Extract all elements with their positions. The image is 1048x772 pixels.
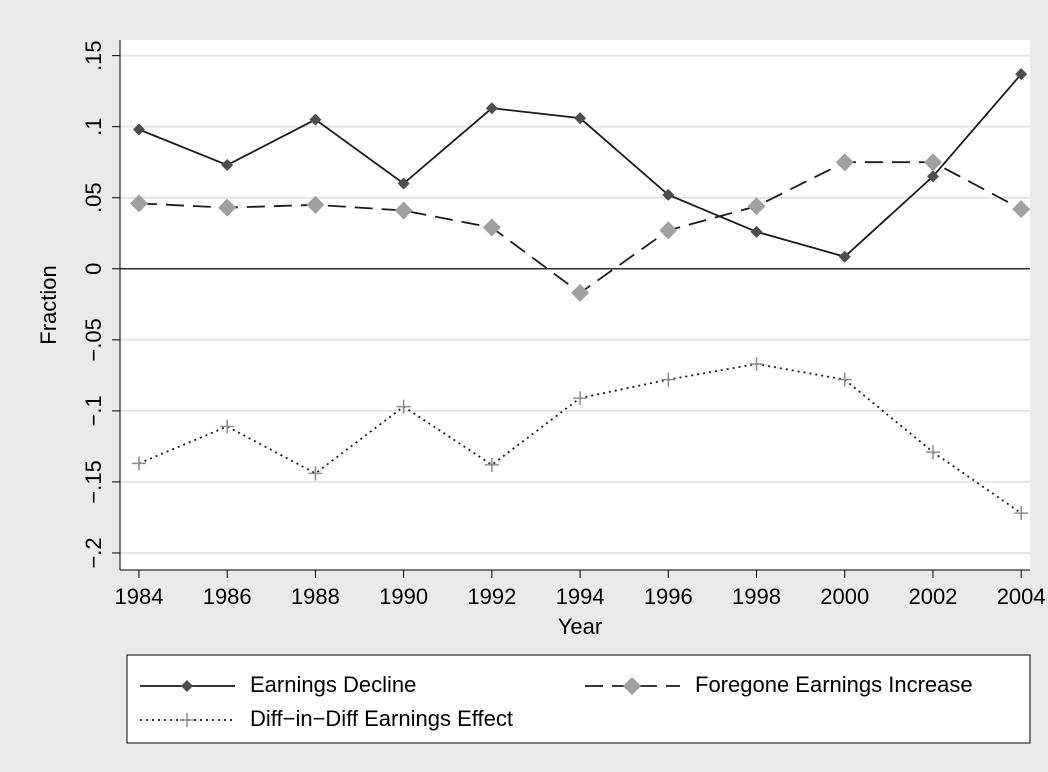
marker: [131, 456, 146, 471]
marker: [482, 218, 501, 237]
marker: [484, 457, 499, 472]
marker: [750, 225, 763, 238]
marker: [1015, 68, 1028, 81]
marker: [180, 713, 194, 727]
marker: [1014, 506, 1029, 521]
y-tick-label: −.15: [81, 460, 106, 503]
marker: [925, 445, 940, 460]
y-tick-label: .15: [81, 40, 106, 71]
marker: [747, 197, 766, 216]
marker: [308, 466, 323, 481]
y-tick-label: .05: [81, 182, 106, 213]
marker: [397, 177, 410, 190]
marker: [835, 153, 854, 172]
x-tick-label: 1984: [114, 584, 163, 609]
marker: [396, 399, 411, 414]
x-tick-label: 1990: [379, 584, 428, 609]
x-tick-label: 2004: [997, 584, 1046, 609]
marker: [574, 112, 587, 125]
y-axis-title: Fraction: [36, 265, 61, 344]
legend: [126, 654, 1031, 744]
y-tick-label: −.05: [81, 318, 106, 361]
marker: [571, 283, 590, 302]
legend-label: Earnings Decline: [250, 672, 416, 697]
marker: [1012, 200, 1031, 219]
marker: [837, 372, 852, 387]
marker: [132, 123, 145, 136]
marker: [573, 391, 588, 406]
y-tick-label: .1: [81, 117, 106, 135]
y-tick-label: −.2: [81, 537, 106, 568]
y-tick-label: −.1: [81, 395, 106, 426]
marker: [309, 113, 322, 126]
marker: [394, 201, 413, 220]
x-tick-label: 1998: [732, 584, 781, 609]
marker: [220, 419, 235, 434]
marker: [623, 677, 641, 695]
marker: [306, 195, 325, 214]
marker: [218, 198, 237, 217]
x-tick-label: 2000: [820, 584, 869, 609]
marker: [838, 250, 851, 263]
marker: [662, 188, 675, 201]
x-axis-title: Year: [558, 614, 602, 639]
x-tick-label: 1996: [644, 584, 693, 609]
y-tick-label: 0: [81, 263, 106, 275]
marker: [485, 102, 498, 115]
marker: [749, 356, 764, 371]
x-tick-label: 1994: [556, 584, 605, 609]
legend-label: Foregone Earnings Increase: [695, 672, 973, 697]
marker: [923, 153, 942, 172]
x-tick-label: 2002: [908, 584, 957, 609]
legend-label: Diff−in−Diff Earnings Effect: [250, 706, 513, 731]
marker: [181, 680, 193, 692]
x-tick-label: 1986: [203, 584, 252, 609]
plot-area: [120, 40, 1030, 570]
marker: [221, 159, 234, 172]
marker: [661, 372, 676, 387]
marker: [129, 194, 148, 213]
x-tick-label: 1992: [467, 584, 516, 609]
x-tick-label: 1988: [291, 584, 340, 609]
marker: [659, 221, 678, 240]
marker: [926, 170, 939, 183]
